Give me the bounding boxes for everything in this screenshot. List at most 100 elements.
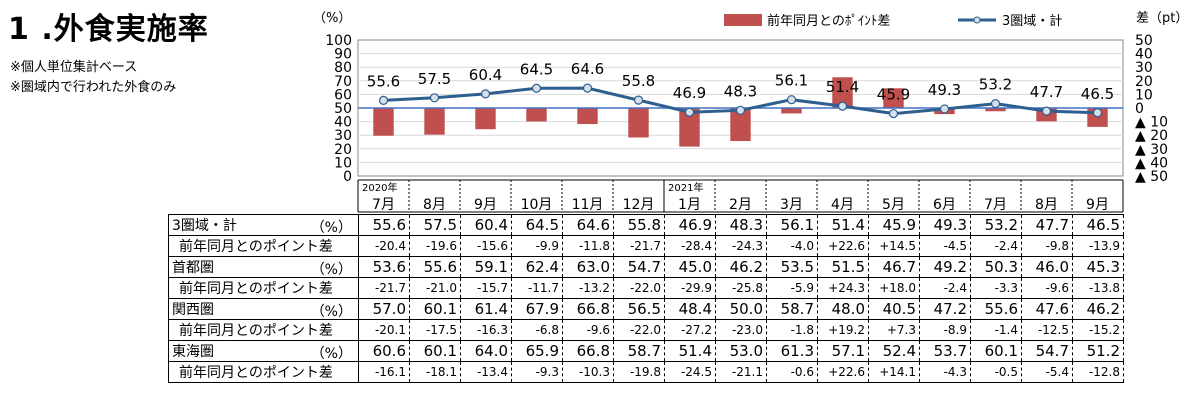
diff-cell: -28.4 xyxy=(664,235,716,257)
combo-chart: （%） 差（pt） 前年同月とのﾎﾟｲﾝﾄ差 3圏域・計 10090807060… xyxy=(313,11,1188,213)
data-label-11: 45.9 xyxy=(877,86,910,104)
region-name: 3圏域・計 xyxy=(172,218,237,234)
data-label-10: 51.4 xyxy=(826,78,859,96)
data-label-14: 47.7 xyxy=(1030,83,1063,101)
line-point-3 xyxy=(480,89,491,99)
value-cell: 47.7 xyxy=(1021,214,1073,236)
value-cell: 58.7 xyxy=(613,340,665,362)
category-label: 3月 xyxy=(780,197,803,213)
value-cell: 63.0 xyxy=(562,256,614,278)
left-tick-label: 40 xyxy=(334,115,352,131)
value-cell: 59.1 xyxy=(460,256,512,278)
diff-cell: -12.8 xyxy=(1072,361,1124,383)
diff-cell: -9.8 xyxy=(1021,235,1073,257)
category-label: 10月 xyxy=(521,197,553,213)
line-point-11 xyxy=(888,108,899,119)
category-label: 1月 xyxy=(678,197,701,213)
right-tick-label: ▲ 50 xyxy=(1135,169,1168,185)
right-axis-unit: 差（pt） xyxy=(1136,11,1188,26)
value-cell: 56.5 xyxy=(613,298,665,320)
row-label: 首都圏 （%） xyxy=(168,256,359,278)
legend-line-label: 3圏域・計 xyxy=(1002,13,1062,29)
legend-bar-label: 前年同月とのﾎﾟｲﾝﾄ差 xyxy=(767,13,890,29)
bar-1 xyxy=(373,108,394,136)
diff-cell: -11.8 xyxy=(562,235,614,257)
unit-label: （%） xyxy=(310,304,352,320)
table-row: 前年同月とのポイント差 -16.1 -18.1 -13.4 -9.3 -10.3 -19.8… xyxy=(168,361,1124,383)
value-cell: 60.6 xyxy=(358,340,410,362)
left-tick-label: 50 xyxy=(334,101,352,117)
left-tick-label: 100 xyxy=(325,33,352,49)
line-point-2 xyxy=(429,93,440,103)
diff-cell: -21.7 xyxy=(613,235,665,257)
diff-cell: -19.8 xyxy=(613,361,665,383)
category-label: 7月 xyxy=(372,197,395,213)
line-point-9 xyxy=(786,95,797,105)
value-cell: 46.2 xyxy=(715,256,767,278)
value-cell: 60.1 xyxy=(409,298,461,320)
line-point-1 xyxy=(378,95,389,105)
diff-cell: -2.4 xyxy=(970,235,1022,257)
region-name: 関西圏 xyxy=(172,302,214,318)
value-cell: 46.9 xyxy=(664,214,716,236)
category-label: 6月 xyxy=(933,197,956,213)
unit-label: （%） xyxy=(310,220,352,236)
diff-cell: -4.3 xyxy=(919,361,971,383)
table-row: 3圏域・計 （%） 55.6 57.5 60.4 64.5 64.6 55.8 46.9 48.3… xyxy=(168,214,1124,236)
left-tick-label: 10 xyxy=(334,155,352,171)
data-label-3: 60.4 xyxy=(469,66,502,84)
note-scope: ※圏域内で行われた外食のみ xyxy=(10,80,177,95)
diff-cell: +7.3 xyxy=(868,319,920,341)
value-cell: 61.3 xyxy=(766,340,818,362)
value-cell: 55.6 xyxy=(409,256,461,278)
value-cell: 46.0 xyxy=(1021,256,1073,278)
value-cell: 57.1 xyxy=(817,340,869,362)
bar-7 xyxy=(679,108,700,147)
diff-cell: -3.3 xyxy=(970,277,1022,299)
diff-cell: -29.9 xyxy=(664,277,716,299)
value-cell: 51.4 xyxy=(817,214,869,236)
value-cell: 60.1 xyxy=(970,340,1022,362)
diff-cell: +24.3 xyxy=(817,277,869,299)
category-label: 9月 xyxy=(474,197,497,213)
data-label-2: 57.5 xyxy=(418,70,451,88)
line-point-8 xyxy=(735,105,746,115)
diff-cell: +14.1 xyxy=(868,361,920,383)
diff-cell: -20.1 xyxy=(358,319,410,341)
diff-cell: -11.7 xyxy=(511,277,563,299)
diff-row-label: 前年同月とのポイント差 xyxy=(168,235,359,257)
category-label: 11月 xyxy=(572,197,604,213)
diff-cell: -23.0 xyxy=(715,319,767,341)
value-cell: 60.1 xyxy=(409,340,461,362)
left-tick-label: 70 xyxy=(334,74,352,90)
diff-cell: -15.2 xyxy=(1072,319,1124,341)
legend-line-marker xyxy=(973,16,981,24)
diff-cell: -13.2 xyxy=(562,277,614,299)
bar-6 xyxy=(628,108,649,138)
value-cell: 45.0 xyxy=(664,256,716,278)
diff-cell: -9.6 xyxy=(1021,277,1073,299)
data-label-7: 46.9 xyxy=(673,84,706,102)
diff-cell: -13.8 xyxy=(1072,277,1124,299)
table-row: 前年同月とのポイント差 -20.4 -19.6 -15.6 -9.9 -11.8 -21.7… xyxy=(168,235,1124,257)
table-row: 前年同月とのポイント差 -21.7 -21.0 -15.7 -11.7 -13.2 -22.… xyxy=(168,277,1124,299)
diff-cell: -25.8 xyxy=(715,277,767,299)
row-label: 関西圏 （%） xyxy=(168,298,359,320)
diff-cell: -0.5 xyxy=(970,361,1022,383)
value-cell: 54.7 xyxy=(1021,340,1073,362)
category-label: 8月 xyxy=(1035,197,1058,213)
left-tick-label: 60 xyxy=(334,87,352,103)
diff-cell: +22.6 xyxy=(817,235,869,257)
category-label: 7月 xyxy=(984,197,1007,213)
diff-cell: -13.4 xyxy=(460,361,512,383)
value-cell: 51.4 xyxy=(664,340,716,362)
legend-bar-swatch xyxy=(724,14,762,26)
diff-cell: -22.0 xyxy=(613,319,665,341)
category-label: 9月 xyxy=(1086,197,1109,213)
value-cell: 45.3 xyxy=(1072,256,1124,278)
value-cell: 48.0 xyxy=(817,298,869,320)
diff-row-label: 前年同月とのポイント差 xyxy=(168,361,359,383)
diff-cell: -9.6 xyxy=(562,319,614,341)
unit-label: （%） xyxy=(310,346,352,362)
diff-cell: +22.6 xyxy=(817,361,869,383)
